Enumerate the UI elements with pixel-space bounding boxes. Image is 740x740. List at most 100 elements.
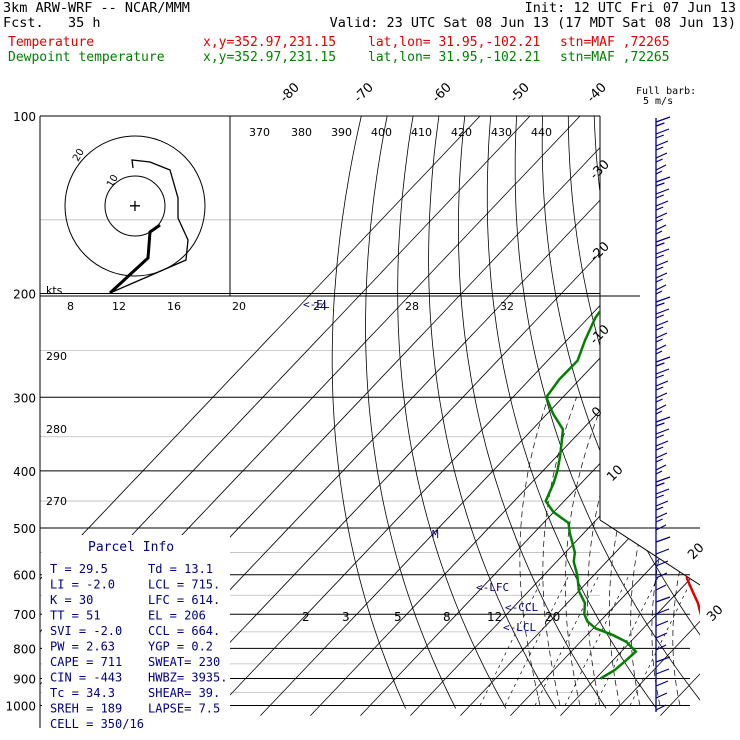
wind-barb [655, 692, 668, 699]
wind-barb [655, 362, 665, 367]
parcel-row-right: LAPSE= 7.5 [148, 702, 220, 716]
dry-adiabat [428, 116, 557, 709]
legend-temperature-latlon: lat,lon= 31.95,-102.21 [368, 35, 541, 50]
dry-adiabat [331, 116, 406, 709]
theta-label-left: 280 [46, 423, 67, 436]
dry-adiabat [514, 116, 700, 709]
moist-adiabat [542, 397, 577, 706]
isotherm-line [210, 116, 700, 716]
pressure-label: 900 [13, 673, 36, 687]
parcel-row-right: SHEAR= 39. [148, 686, 220, 700]
legend-temperature-xy: x,y=352.97,231.15 [203, 35, 337, 50]
isotherm-label-right: 20 [685, 541, 707, 563]
parcel-row-right: Td = 13.1 [148, 562, 213, 576]
hodo-speed-label: 16 [167, 300, 181, 313]
wind-barb [655, 506, 664, 511]
wind-barb [655, 350, 663, 355]
wind-barb [655, 356, 671, 363]
mixing-ratio-label: 2 [302, 610, 310, 624]
wind-barb [655, 404, 667, 411]
isotherm-line [260, 116, 700, 716]
wind-barb [655, 254, 665, 259]
wind-barb [655, 296, 671, 303]
mixing-ratio-line [504, 574, 570, 706]
isotherm-line [360, 116, 700, 716]
dry-adiabat [724, 116, 740, 708]
pressure-label: 100 [13, 110, 36, 124]
wind-barb [655, 422, 665, 427]
theta-label: 380 [291, 126, 312, 139]
hodo-speed-label: 28 [405, 300, 419, 313]
parcel-row-left: LI = -2.0 [50, 578, 115, 592]
theta-label: 420 [451, 126, 472, 139]
wind-barb [655, 314, 665, 319]
dry-adiabat [457, 116, 607, 709]
mixing-ratio-line [629, 574, 695, 706]
forecast-hour: Fcst. 35 h [3, 15, 101, 31]
wind-barb [655, 266, 664, 271]
wind-barb [655, 194, 665, 199]
wind-barb [655, 320, 669, 327]
hodo-speed-label: 32 [500, 300, 514, 313]
wind-barb [655, 464, 667, 471]
parcel-marker: <-LCL [503, 621, 536, 634]
wind-barb [655, 308, 670, 315]
wind-barb [655, 500, 669, 507]
wind-barb [655, 338, 663, 343]
isotherm-line [610, 116, 700, 716]
legend-dewpoint-xy: x,y=352.97,231.15 [203, 50, 337, 65]
wind-barb [655, 668, 670, 675]
wind-barb [655, 446, 664, 451]
wind-barb [655, 632, 668, 639]
isotherm-label-right: 30 [704, 603, 726, 625]
pressure-label: 200 [13, 287, 36, 301]
moist-adiabat [630, 397, 691, 706]
isotherm-label-right: -20 [587, 239, 613, 265]
pressure-label: 500 [13, 522, 36, 536]
parcel-row-left: SREH = 189 [50, 702, 122, 716]
pressure-label: 600 [13, 569, 36, 583]
theta-label-left: 270 [46, 495, 67, 508]
temperature-curve [683, 116, 700, 680]
wind-barb [655, 536, 671, 543]
wind-barb [655, 206, 664, 211]
wind-barb [655, 494, 665, 499]
isotherm-line [310, 116, 700, 716]
wind-barb [655, 386, 664, 391]
wind-barb [655, 416, 671, 423]
parcel-row-left: CAPE = 711 [50, 655, 122, 669]
parcel-marker: <-EL [303, 298, 330, 311]
legend-dewpoint-name: Dewpoint temperature [8, 50, 165, 65]
isotherm-label-top: -50 [507, 80, 533, 106]
dry-adiabat [486, 116, 657, 709]
parcel-row-right: LFC = 614. [148, 593, 220, 607]
wind-barb [655, 212, 668, 219]
theta-label: 390 [331, 126, 352, 139]
mixing-ratio-line [564, 574, 630, 706]
dry-adiabat [619, 116, 700, 709]
wind-barb [655, 152, 668, 159]
wind-barb [655, 302, 665, 307]
mixing-ratio-label: 3 [342, 610, 350, 624]
legend-dewpoint-latlon: lat,lon= 31.95,-102.21 [368, 50, 541, 65]
wind-barb [655, 434, 665, 439]
wind-barb [655, 440, 669, 447]
wind-barb [655, 368, 670, 375]
wind-barb [655, 428, 670, 435]
parcel-row-left: K = 30 [50, 593, 93, 607]
hodograph-low [108, 223, 161, 295]
wind-barb [655, 200, 669, 207]
wind-barb [655, 326, 664, 331]
parcel-row-right: HWBZ= 3935. [148, 671, 227, 685]
wind-barb [655, 512, 668, 519]
parcel-row-right: YGP = 0.2 [148, 640, 213, 654]
isotherm-line [410, 116, 700, 716]
wind-barb [655, 230, 663, 235]
parcel-marker: <-CCL [505, 601, 538, 614]
parcel-row-right: SWEAT= 230 [148, 655, 220, 669]
wind-barb [655, 608, 670, 615]
isotherm-label-top: -80 [277, 80, 303, 106]
wind-barb [655, 146, 664, 151]
wind-barb [655, 524, 667, 531]
wind-barb [655, 380, 669, 387]
